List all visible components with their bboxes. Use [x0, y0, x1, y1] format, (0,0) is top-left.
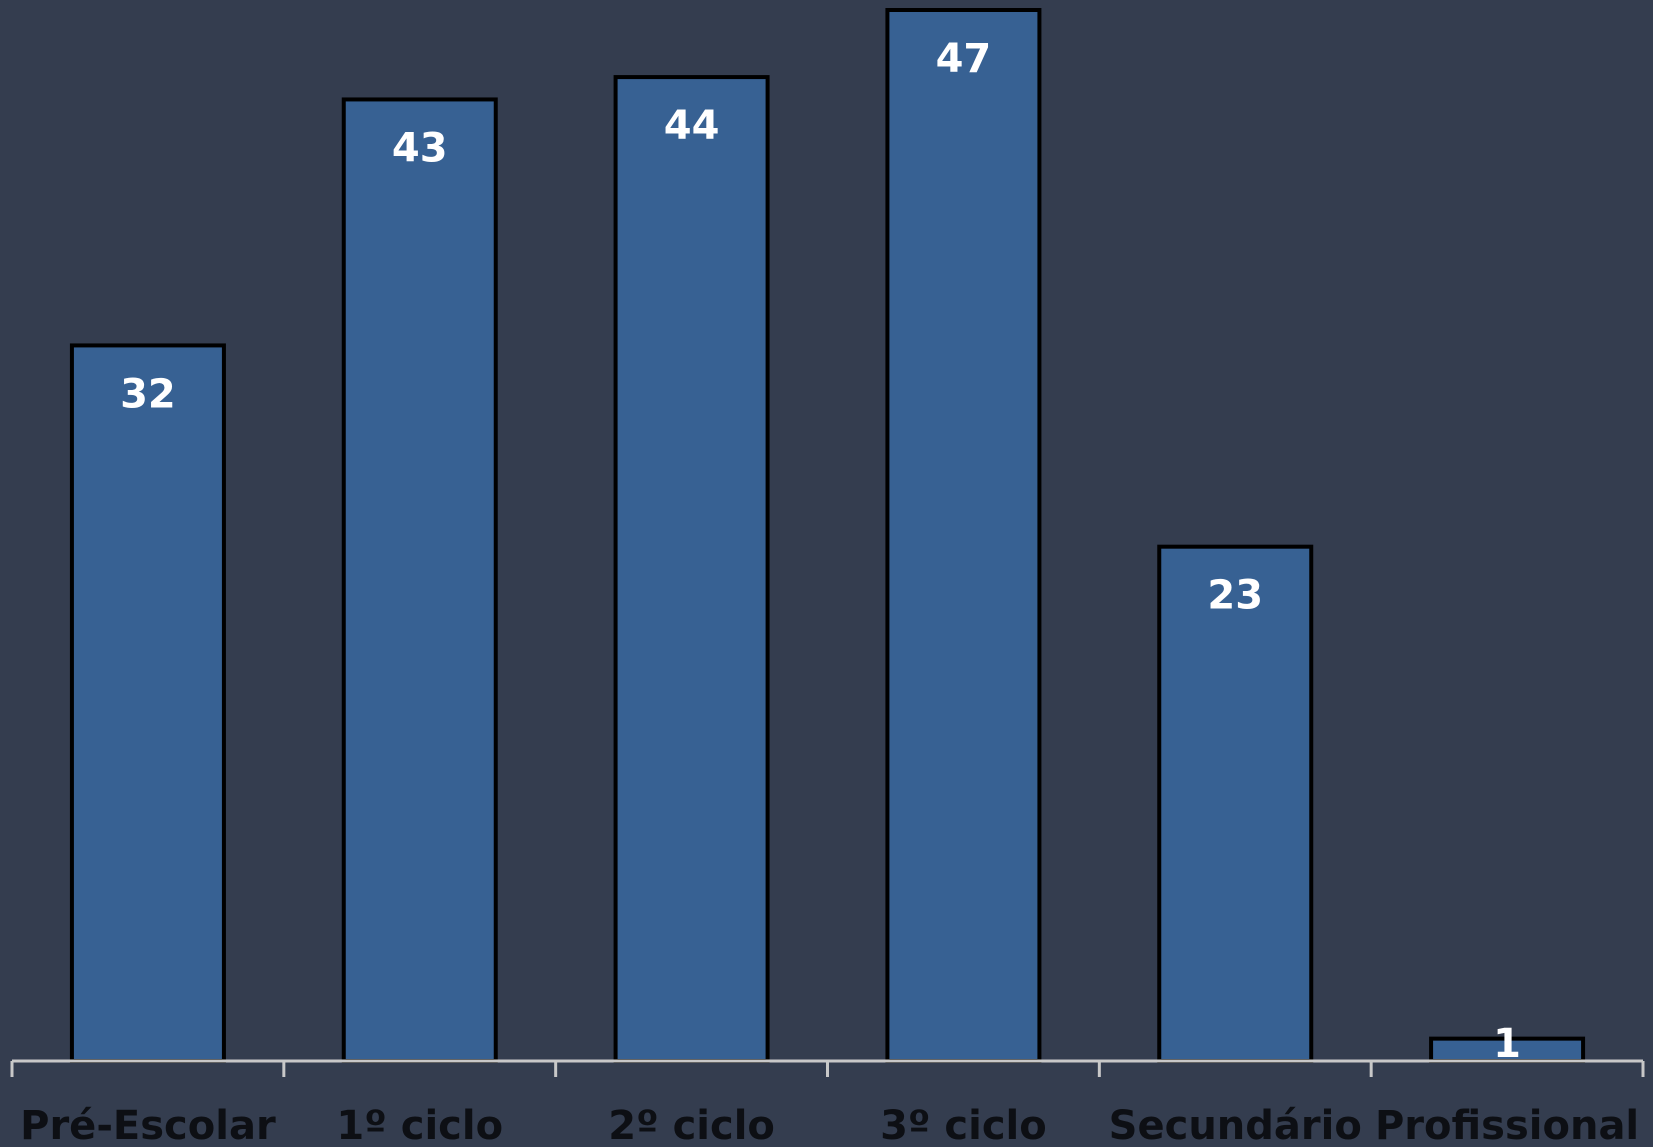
bar [341, 97, 498, 1063]
bar-value-label: 44 [664, 103, 720, 149]
x-axis [10, 1059, 1645, 1077]
bar [613, 75, 770, 1064]
x-tick-label: 1º ciclo [336, 1103, 503, 1147]
x-tick-label: Profissional [1375, 1103, 1639, 1147]
bars-group [69, 8, 1586, 1064]
bar [1157, 544, 1314, 1063]
bar-value-label: 43 [392, 125, 448, 171]
bar-value-label: 47 [936, 36, 992, 82]
x-tick-label: 2º ciclo [608, 1103, 775, 1147]
bar-value-label: 23 [1207, 573, 1263, 619]
x-tick-label: Pré-Escolar [20, 1103, 276, 1147]
bar-value-label: 1 [1493, 1021, 1521, 1067]
bar-value-label: 32 [120, 371, 176, 417]
x-tick-label: 3º ciclo [880, 1103, 1047, 1147]
x-tick-label: Secundário [1109, 1103, 1362, 1147]
x-tick-labels-group: Pré-Escolar 1º ciclo 2º ciclo 3º ciclo Secun… [20, 1103, 1639, 1147]
bar [69, 343, 226, 1063]
value-labels-group: 32 43 44 47 23 1 [120, 36, 1521, 1067]
bar [885, 8, 1042, 1063]
